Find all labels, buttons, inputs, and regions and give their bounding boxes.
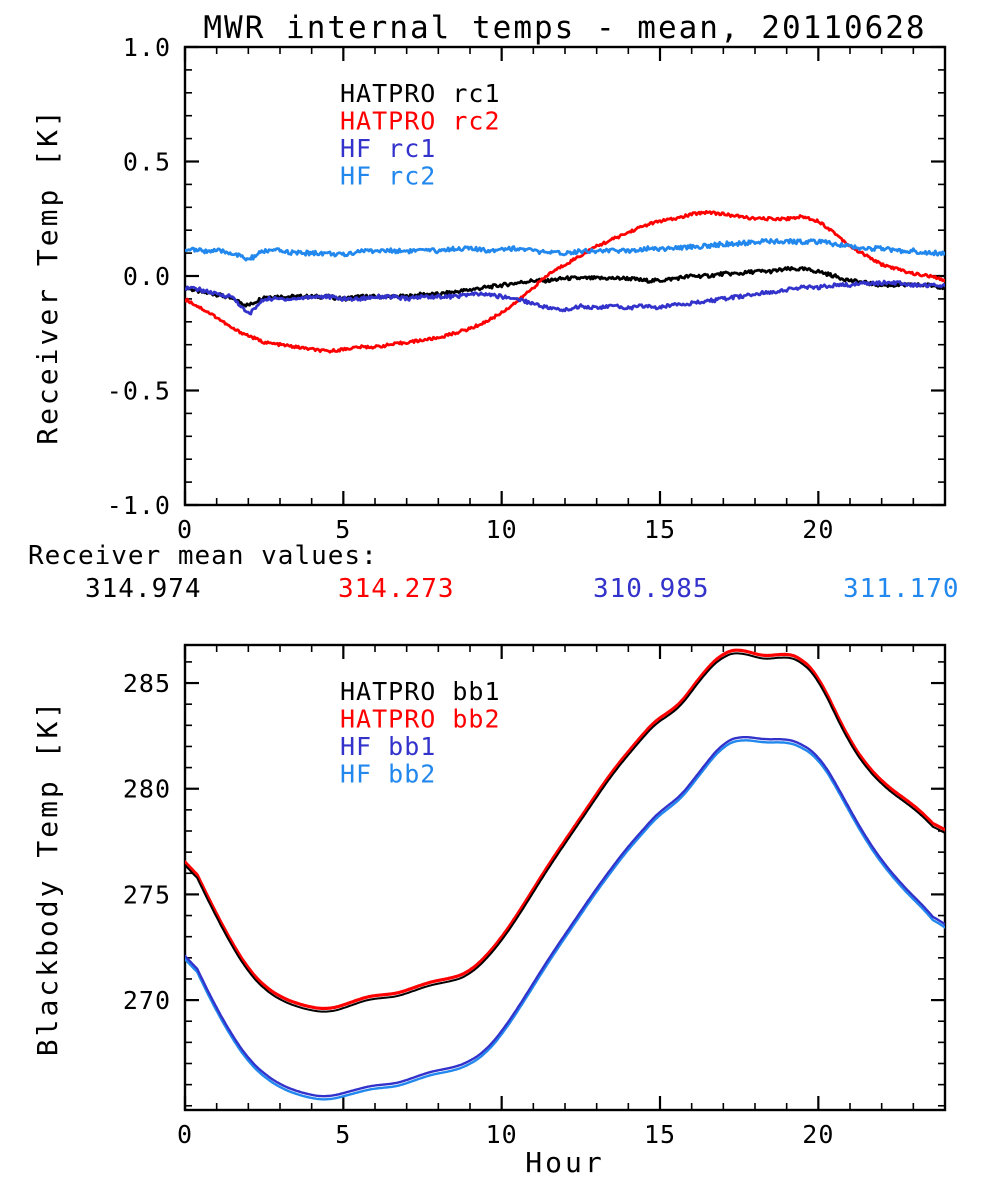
legend-hatpro-bb1: HATPRO bb1 bbox=[340, 677, 501, 706]
x-tick-label: 10 bbox=[486, 515, 518, 544]
y-axis-label: Blackbody Temp [K] bbox=[31, 699, 64, 1056]
receiver-temp-chart: 0 5 10 15 20 1.0 0.5 0.0 -0.5 -1.0 MWR internal te… bbox=[31, 10, 947, 544]
series-line-hf-rc1 bbox=[185, 279, 945, 316]
series-line-hatpro-bb2 bbox=[185, 648, 945, 1011]
legend-hf-rc2: HF rc2 bbox=[340, 162, 436, 191]
x-tick-label: 5 bbox=[335, 1120, 351, 1149]
series-line-hf-bb2 bbox=[185, 739, 945, 1101]
series-line-hatpro-rc1 bbox=[185, 266, 945, 308]
y-axis-label: Receiver Temp [K] bbox=[31, 107, 64, 445]
x-tick-label: 15 bbox=[644, 1120, 676, 1149]
y-tick-label: 275 bbox=[123, 880, 171, 909]
y-tick-label: 285 bbox=[123, 669, 171, 698]
plot-frame bbox=[183, 643, 947, 1112]
x-tick-label: 0 bbox=[177, 515, 193, 544]
mean-value-hf-rc2: 311.170 bbox=[843, 574, 960, 604]
y-tick-label: -0.5 bbox=[107, 377, 171, 406]
x-tick-label: 15 bbox=[644, 515, 676, 544]
series-line-hatpro-bb1 bbox=[185, 652, 945, 1013]
y-tick-label: 270 bbox=[123, 986, 171, 1015]
chart-title: MWR internal temps - mean, 20110628 bbox=[203, 10, 926, 46]
axes bbox=[183, 45, 947, 507]
y-tick-label: 1.0 bbox=[123, 33, 171, 62]
x-axis-label: Hour bbox=[525, 1146, 604, 1179]
mean-value-hf-rc1: 310.985 bbox=[593, 574, 710, 604]
axes bbox=[183, 643, 947, 1112]
blackbody-temp-chart: 0 5 10 15 20 285 280 275 270 Hour Blackbody Temp [… bbox=[31, 643, 947, 1179]
receiver-mean-values-label: Receiver mean values: bbox=[28, 541, 378, 571]
series-line-hf-rc2 bbox=[185, 238, 945, 262]
x-tick-label: 5 bbox=[335, 515, 351, 544]
legend-hatpro-rc1: HATPRO rc1 bbox=[340, 79, 501, 108]
mean-value-hatpro-rc1: 314.974 bbox=[85, 574, 202, 604]
x-tick-label: 0 bbox=[177, 1120, 193, 1149]
legend-hatpro-bb2: HATPRO bb2 bbox=[340, 705, 501, 734]
mean-value-hatpro-rc2: 314.273 bbox=[338, 574, 455, 604]
x-tick-label: 10 bbox=[486, 1120, 518, 1149]
x-tick-label: 20 bbox=[802, 1120, 834, 1149]
series-line-hatpro-rc2 bbox=[185, 210, 945, 354]
x-tick-label: 20 bbox=[802, 515, 834, 544]
y-tick-label: 280 bbox=[123, 775, 171, 804]
legend-hf-bb1: HF bb1 bbox=[340, 732, 436, 761]
legend-hatpro-rc2: HATPRO rc2 bbox=[340, 107, 501, 136]
series-line-hf-bb1 bbox=[185, 736, 945, 1098]
y-tick-label: 0.5 bbox=[123, 148, 171, 177]
legend-hf-bb2: HF bb2 bbox=[340, 760, 436, 789]
y-tick-label: 0.0 bbox=[123, 262, 171, 291]
y-tick-label: -1.0 bbox=[107, 491, 171, 520]
legend-hf-rc1: HF rc1 bbox=[340, 134, 436, 163]
